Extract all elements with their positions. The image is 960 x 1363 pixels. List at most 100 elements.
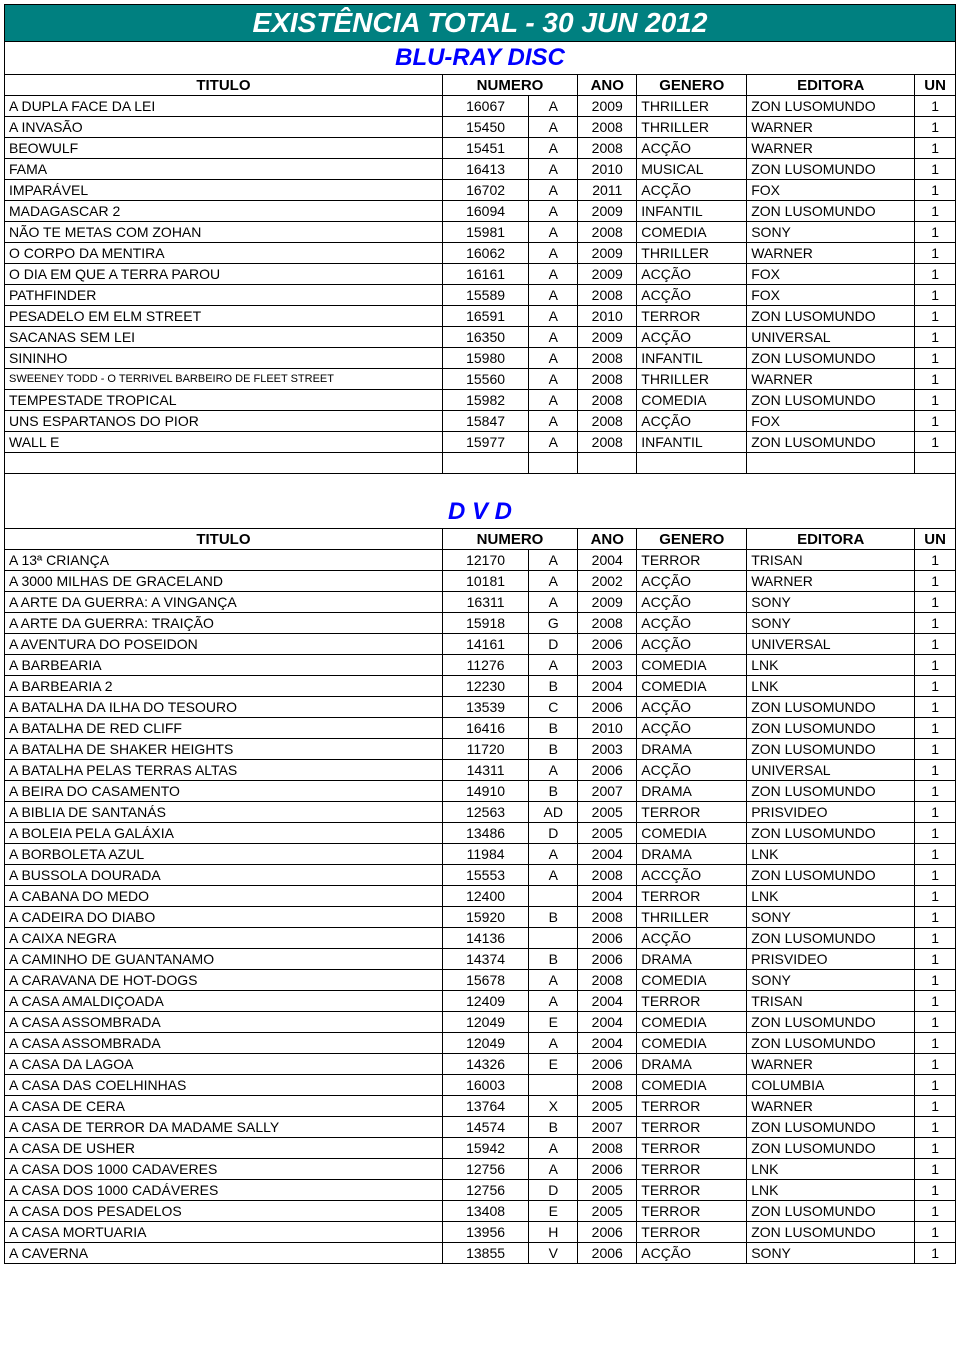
cell-titulo: A BARBEARIA xyxy=(5,655,443,676)
cell-numero: 15918 xyxy=(442,613,529,634)
cell-numero: 15942 xyxy=(442,1138,529,1159)
cell-titulo: FAMA xyxy=(5,159,443,180)
cell-titulo: A BATALHA PELAS TERRAS ALTAS xyxy=(5,760,443,781)
table-row: UNS ESPARTANOS DO PIOR15847A2008ACÇÃOFOX… xyxy=(5,411,956,432)
cell-ano: 2006 xyxy=(578,1054,637,1075)
cell-titulo: A CASA DAS COELHINHAS xyxy=(5,1075,443,1096)
cell-editora: ZON LUSOMUNDO xyxy=(747,928,915,949)
cell-numero: 16067 xyxy=(442,96,529,117)
cell-code: A xyxy=(529,159,578,180)
cell-code: A xyxy=(529,432,578,453)
col-ano-header: ANO xyxy=(578,75,637,96)
cell-numero: 13764 xyxy=(442,1096,529,1117)
table-row: A CASA DE CERA13764X2005TERRORWARNER1 xyxy=(5,1096,956,1117)
cell-genero: TERROR xyxy=(637,550,747,571)
cell-un: 1 xyxy=(915,1159,956,1180)
col-un-header: UN xyxy=(915,75,956,96)
cell-titulo: A CASA DE TERROR DA MADAME SALLY xyxy=(5,1117,443,1138)
cell-ano: 2006 xyxy=(578,1222,637,1243)
cell-ano: 2004 xyxy=(578,1033,637,1054)
cell-genero: ACÇÃO xyxy=(637,264,747,285)
cell-titulo: BEOWULF xyxy=(5,138,443,159)
cell-titulo: A 3000 MILHAS DE GRACELAND xyxy=(5,571,443,592)
cell-ano: 2011 xyxy=(578,180,637,201)
cell-numero: 14374 xyxy=(442,949,529,970)
cell-code: G xyxy=(529,613,578,634)
cell-ano: 2006 xyxy=(578,1159,637,1180)
cell-titulo: A CASA DOS PESADELOS xyxy=(5,1201,443,1222)
cell-code xyxy=(529,928,578,949)
cell-un: 1 xyxy=(915,264,956,285)
cell-numero: 14311 xyxy=(442,760,529,781)
cell-genero: ACÇÃO xyxy=(637,613,747,634)
cell-editora: ZON LUSOMUNDO xyxy=(747,1033,915,1054)
cell-un: 1 xyxy=(915,1222,956,1243)
cell-genero: TERROR xyxy=(637,886,747,907)
cell-code: B xyxy=(529,739,578,760)
cell-genero: ACÇÃO xyxy=(637,634,747,655)
cell-un: 1 xyxy=(915,138,956,159)
cell-numero: 16591 xyxy=(442,306,529,327)
cell-numero: 16702 xyxy=(442,180,529,201)
cell-code: A xyxy=(529,844,578,865)
cell-editora: UNIVERSAL xyxy=(747,634,915,655)
cell-numero: 16416 xyxy=(442,718,529,739)
table-row: SININHO15980A2008INFANTILZON LUSOMUNDO1 xyxy=(5,348,956,369)
cell-ano: 2005 xyxy=(578,1180,637,1201)
cell-ano: 2004 xyxy=(578,886,637,907)
cell-numero: 12230 xyxy=(442,676,529,697)
cell-code: A xyxy=(529,411,578,432)
table-row: A BIBLIA DE SANTANÁS12563AD2005TERRORPRI… xyxy=(5,802,956,823)
cell-editora: SONY xyxy=(747,592,915,613)
cell-editora: SONY xyxy=(747,970,915,991)
cell-ano: 2009 xyxy=(578,327,637,348)
cell-code: H xyxy=(529,1222,578,1243)
cell-editora: LNK xyxy=(747,676,915,697)
table-row: A CADEIRA DO DIABO15920B2008THRILLERSONY… xyxy=(5,907,956,928)
col-genero-header: GENERO xyxy=(637,529,747,550)
cell-numero: 15451 xyxy=(442,138,529,159)
cell-titulo: A CAVERNA xyxy=(5,1243,443,1264)
cell-titulo: A CADEIRA DO DIABO xyxy=(5,907,443,928)
cell-genero: DRAMA xyxy=(637,1054,747,1075)
cell-code: A xyxy=(529,1033,578,1054)
cell-numero: 12049 xyxy=(442,1033,529,1054)
table-row: A CASA ASSOMBRADA12049A2004COMEDIAZON LU… xyxy=(5,1033,956,1054)
cell-code xyxy=(529,886,578,907)
cell-editora: WARNER xyxy=(747,369,915,390)
cell-ano: 2005 xyxy=(578,1096,637,1117)
table-row: A CABANA DO MEDO124002004TERRORLNK1 xyxy=(5,886,956,907)
cell-editora: COLUMBIA xyxy=(747,1075,915,1096)
table-row: A CASA AMALDIÇOADA12409A2004TERRORTRISAN… xyxy=(5,991,956,1012)
cell-titulo: A BATALHA DA ILHA DO TESOURO xyxy=(5,697,443,718)
cell-ano: 2004 xyxy=(578,1012,637,1033)
cell-editora: SONY xyxy=(747,222,915,243)
cell-editora: UNIVERSAL xyxy=(747,327,915,348)
cell-code: AD xyxy=(529,802,578,823)
cell-titulo: WALL E xyxy=(5,432,443,453)
table-row: A BEIRA DO CASAMENTO14910B2007DRAMAZON L… xyxy=(5,781,956,802)
cell-editora: SONY xyxy=(747,1243,915,1264)
cell-editora: FOX xyxy=(747,180,915,201)
cell-un: 1 xyxy=(915,411,956,432)
cell-numero: 12170 xyxy=(442,550,529,571)
cell-un: 1 xyxy=(915,739,956,760)
cell-un: 1 xyxy=(915,970,956,991)
cell-genero: THRILLER xyxy=(637,369,747,390)
cell-genero: THRILLER xyxy=(637,243,747,264)
data-table: TITULONUMEROANOGENEROEDITORAUNA DUPLA FA… xyxy=(4,74,956,474)
cell-code: A xyxy=(529,222,578,243)
cell-code: A xyxy=(529,264,578,285)
table-row: FAMA16413A2010MUSICALZON LUSOMUNDO1 xyxy=(5,159,956,180)
cell-code: B xyxy=(529,1117,578,1138)
cell-un: 1 xyxy=(915,201,956,222)
table-row: A ARTE DA GUERRA: A VINGANÇA16311A2009AC… xyxy=(5,592,956,613)
cell-editora: ZON LUSOMUNDO xyxy=(747,739,915,760)
cell-numero: 11984 xyxy=(442,844,529,865)
cell-un: 1 xyxy=(915,1075,956,1096)
cell-un: 1 xyxy=(915,1243,956,1264)
cell-ano: 2008 xyxy=(578,411,637,432)
cell-code: A xyxy=(529,138,578,159)
cell-ano: 2007 xyxy=(578,1117,637,1138)
cell-editora: FOX xyxy=(747,285,915,306)
